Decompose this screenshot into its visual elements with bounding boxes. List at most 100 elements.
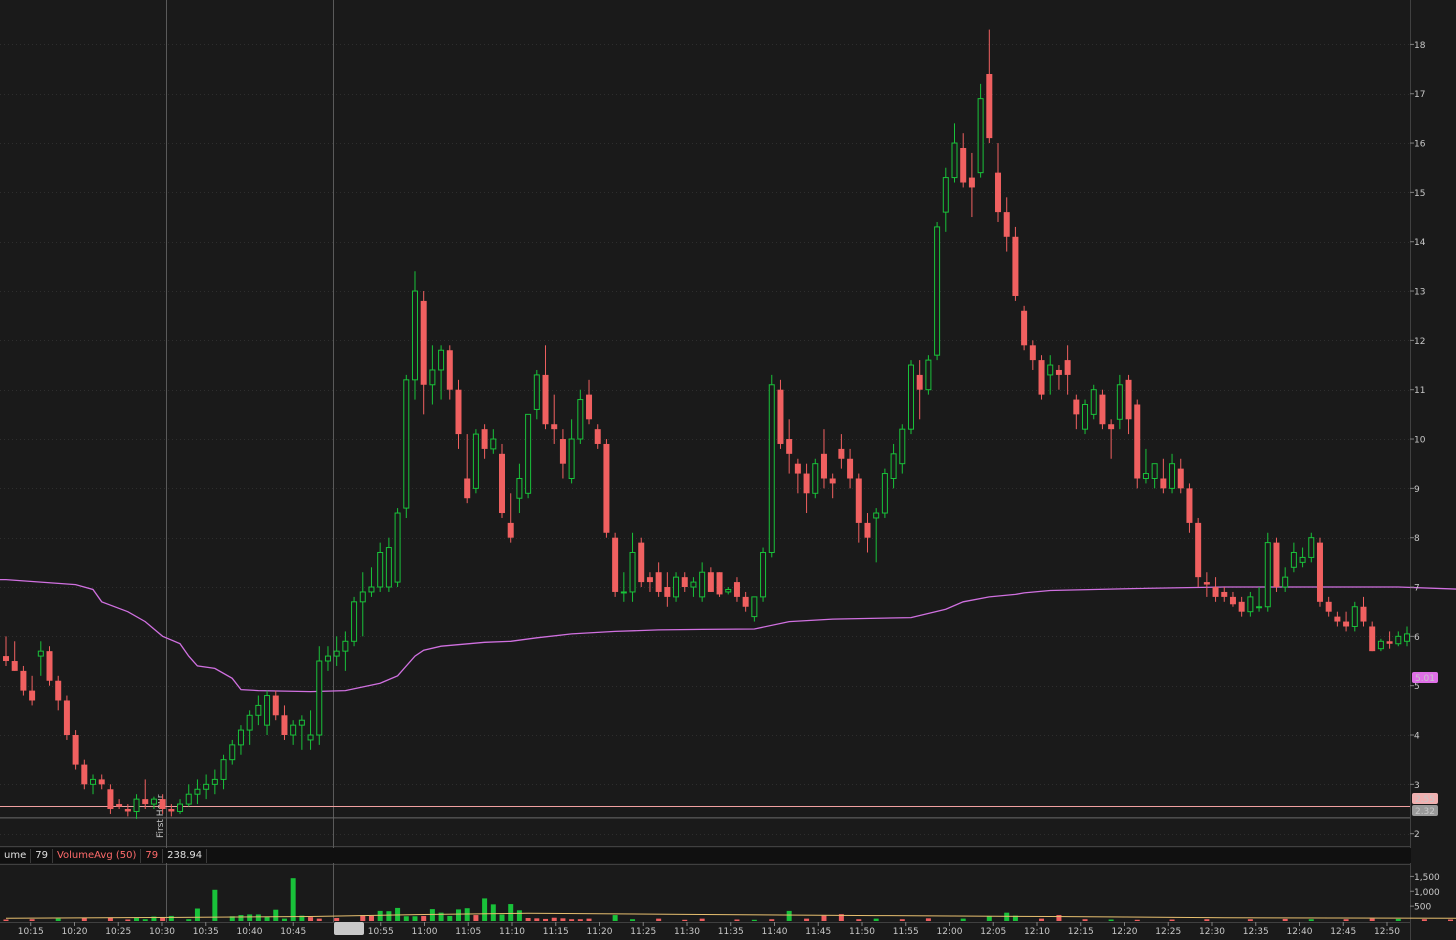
candle-body-down xyxy=(638,542,645,583)
candle-body-up xyxy=(385,547,392,588)
time-tick-label: 11:55 xyxy=(893,927,919,937)
volume-bar xyxy=(551,917,557,921)
candle-body-up xyxy=(577,399,584,440)
volume-bar xyxy=(499,914,505,921)
candle-body-down xyxy=(281,715,288,736)
time-tick-label: 12:00 xyxy=(937,927,963,937)
volume-bar xyxy=(1395,918,1401,921)
candle-body-down xyxy=(1012,236,1019,296)
candle-body-up xyxy=(934,226,941,356)
level-upper-tag xyxy=(1412,793,1438,804)
volume-study-header[interactable]: ume 79 VolumeAvg (50) 79 238.94 xyxy=(0,848,1411,863)
vwap-polyline xyxy=(0,578,1456,693)
volume-bar xyxy=(1056,915,1062,921)
candle-body-down xyxy=(742,596,749,607)
candle-body-down xyxy=(420,300,427,385)
candle-body-up xyxy=(1142,473,1149,479)
volume-bar xyxy=(360,915,366,921)
candle-body-up xyxy=(342,640,349,652)
candle-body-up xyxy=(951,142,958,179)
time-tick-label: 11:05 xyxy=(455,927,481,937)
first-hour-label: First Hour xyxy=(156,794,166,838)
candle-body-down xyxy=(63,700,70,736)
candle-body-down xyxy=(168,809,175,812)
volume-bar xyxy=(281,918,287,921)
time-tick-label: 10:25 xyxy=(105,927,131,937)
candle-body-down xyxy=(1195,522,1202,578)
candle-body-down xyxy=(559,439,566,464)
candle-body-down xyxy=(838,448,845,459)
volume-bar xyxy=(194,908,200,921)
volume-bar xyxy=(838,914,844,921)
price-tick-label: 18 xyxy=(1414,41,1426,51)
volume-bar xyxy=(3,919,9,921)
candle-body-down xyxy=(1343,621,1350,627)
volume-bar xyxy=(212,889,218,921)
volume-bar xyxy=(856,919,862,921)
candle-body-down xyxy=(272,695,279,716)
candle-body-up xyxy=(316,660,323,736)
volume-bar xyxy=(273,909,279,921)
candle-body-down xyxy=(916,374,923,390)
candle-body-down xyxy=(29,690,36,701)
candle-body-up xyxy=(899,428,906,465)
candle-body-up xyxy=(359,591,366,603)
candle-body-up xyxy=(237,729,244,746)
volume-tick-label: 1,500 xyxy=(1414,873,1440,883)
candle-body-up xyxy=(1395,635,1402,645)
candle-body-up xyxy=(133,798,140,812)
time-tick-label: 11:20 xyxy=(587,927,613,937)
volume-bar xyxy=(612,915,618,921)
volume-bar xyxy=(151,916,157,921)
candle-body-up xyxy=(37,650,44,657)
candle-body-up xyxy=(1256,606,1263,609)
candle-body-down xyxy=(507,522,514,538)
level-upper-tag-text: 2.55 xyxy=(1415,795,1435,805)
candle-body-up xyxy=(673,576,680,598)
volume-bar xyxy=(543,918,549,921)
volume-bar xyxy=(1039,918,1045,921)
candle-body-up xyxy=(177,803,184,812)
time-tick-label: 12:35 xyxy=(1243,927,1269,937)
volume-tick-label: 1,000 xyxy=(1414,888,1440,898)
candle-body-down xyxy=(995,172,1002,213)
time-tick-label: 11:35 xyxy=(718,927,744,937)
candle-body-up xyxy=(351,601,358,642)
volume-bar xyxy=(1204,919,1210,921)
candle-body-down xyxy=(1369,626,1376,652)
time-tick-label: 12:40 xyxy=(1287,927,1313,937)
candle-body-down xyxy=(1212,587,1219,597)
volume-bar xyxy=(1134,919,1140,921)
candle-body-up xyxy=(394,512,401,583)
candle-body-up xyxy=(1282,576,1289,588)
volume-bar xyxy=(464,908,470,921)
candle-body-up xyxy=(403,379,410,509)
volume-bar xyxy=(682,919,688,921)
candle-body-down xyxy=(864,522,871,538)
volume-bar xyxy=(560,918,566,921)
volume-bar xyxy=(534,918,540,921)
candle-body-up xyxy=(324,655,331,662)
volume-bar xyxy=(1004,912,1010,921)
volume-bar xyxy=(395,907,401,921)
candle-body-up xyxy=(1404,633,1410,642)
volume-bar xyxy=(142,919,148,921)
volume-bar xyxy=(1247,919,1253,921)
candle-body-up xyxy=(768,384,775,553)
candle-body-down xyxy=(20,670,27,691)
volume-bar xyxy=(821,915,827,921)
candle-body-down xyxy=(142,799,149,805)
candle-body-down xyxy=(1029,345,1036,361)
volume-bar xyxy=(403,916,409,921)
volume-study-value: 79 xyxy=(31,848,53,863)
vwap-line xyxy=(0,578,1456,693)
candle-body-down xyxy=(1229,596,1236,605)
candle-body-down xyxy=(803,473,810,494)
candle-body-up xyxy=(490,438,497,450)
volume-avg-value: 79 xyxy=(141,848,164,863)
price-tick-label: 17 xyxy=(1414,90,1425,100)
volume-bar xyxy=(264,916,270,921)
volume-bar xyxy=(368,915,374,921)
candle-body-up xyxy=(690,581,697,588)
